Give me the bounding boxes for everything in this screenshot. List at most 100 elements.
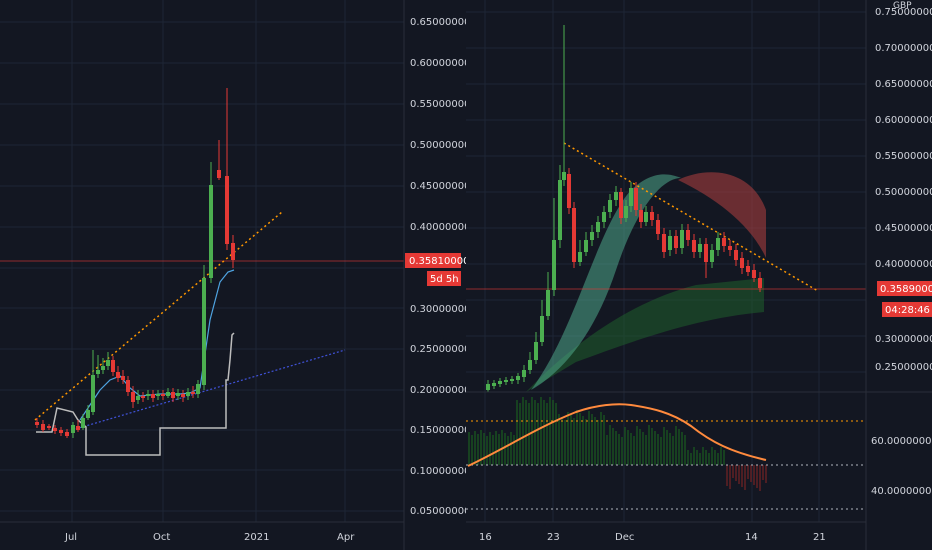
histogram-bar xyxy=(672,436,674,465)
candle-body xyxy=(680,230,684,248)
histogram-bar xyxy=(585,419,587,465)
histogram-bar xyxy=(606,435,608,465)
oscillator-line xyxy=(467,403,767,467)
histogram-bar xyxy=(621,437,623,465)
candle-body xyxy=(698,244,702,252)
candle-body xyxy=(656,220,660,234)
candle-body xyxy=(722,238,726,246)
price-label: 0.40000000 xyxy=(875,259,932,270)
candle-body xyxy=(161,394,165,396)
orange-dotted-trendline[interactable] xyxy=(34,211,283,421)
candle-body xyxy=(540,316,544,342)
candle-body xyxy=(686,230,690,240)
histogram-bar xyxy=(576,410,578,465)
candle-body xyxy=(156,394,160,396)
histogram-bar xyxy=(549,397,551,465)
candle-body xyxy=(728,246,732,250)
candle-body xyxy=(516,376,520,380)
blue-dotted-trendline[interactable] xyxy=(71,349,346,431)
histogram-bar xyxy=(594,417,596,465)
time-label: Jul xyxy=(64,532,77,543)
candle-body xyxy=(590,232,594,240)
candle-body xyxy=(209,185,213,278)
histogram-bar xyxy=(504,433,506,465)
candle-body xyxy=(716,238,720,250)
histogram-bar xyxy=(495,431,497,465)
time-label: Apr xyxy=(337,532,355,543)
histogram-bar xyxy=(642,432,644,465)
histogram-bar xyxy=(750,465,752,482)
candle-body xyxy=(59,430,63,433)
candle-body xyxy=(166,392,170,396)
time-label: 16 xyxy=(479,532,492,543)
indicator-label: 40.00000000 xyxy=(871,486,932,497)
price-label: 0.50000000 xyxy=(875,187,932,198)
candle-body xyxy=(186,392,190,396)
time-label: 14 xyxy=(745,532,758,543)
left-time-axis: Jul Oct 2021 Apr xyxy=(0,521,404,543)
histogram-bar xyxy=(726,465,728,486)
histogram-bar xyxy=(762,465,764,480)
histogram-bar xyxy=(552,400,554,465)
histogram-bar xyxy=(633,436,635,465)
histogram-bar xyxy=(723,450,725,465)
candle-body xyxy=(510,379,514,381)
candle-body xyxy=(486,384,490,390)
candle-body xyxy=(96,370,100,374)
histogram-bar xyxy=(651,428,653,465)
candle-body xyxy=(116,372,120,378)
histogram-bar xyxy=(732,465,734,478)
candle-body xyxy=(710,250,714,262)
candle-body xyxy=(76,426,80,430)
price-label: 0.40000000 xyxy=(410,222,466,233)
histogram-bar xyxy=(744,465,746,490)
histogram-bar xyxy=(474,431,476,465)
price-label: 0.60000000 xyxy=(875,115,932,126)
candle-body xyxy=(91,375,95,412)
histogram-bar xyxy=(540,397,542,465)
histogram-bar xyxy=(543,400,545,465)
histogram-bar xyxy=(699,453,701,465)
histogram-bar xyxy=(654,431,656,465)
histogram-bar xyxy=(687,450,689,465)
time-label: 21 xyxy=(813,532,826,543)
candle-body xyxy=(752,270,756,278)
candle-body xyxy=(572,208,576,262)
time-label: Oct xyxy=(153,532,170,543)
histogram-bar xyxy=(519,403,521,465)
candle-body xyxy=(191,392,195,394)
candle-body xyxy=(41,424,45,430)
histogram-bar xyxy=(579,413,581,465)
price-label: 0.55000000 xyxy=(410,99,466,110)
histogram-bar xyxy=(624,427,626,465)
candle-body xyxy=(225,176,229,244)
svg-text:5d 5h: 5d 5h xyxy=(430,274,459,285)
histogram-bar xyxy=(507,436,509,465)
daily-chart-panel[interactable]: 0.75000000 0.70000000 0.65000000 0.60000… xyxy=(466,0,932,550)
indicator-label: 60.00000000 xyxy=(871,436,932,447)
candle-body xyxy=(176,393,180,396)
orange-dotted-trendline[interactable] xyxy=(563,142,819,292)
histogram-bar xyxy=(468,432,470,465)
candle-body xyxy=(644,212,648,222)
candle-body xyxy=(86,410,90,418)
cloud-red xyxy=(678,172,766,258)
histogram-bar xyxy=(558,414,560,465)
histogram-bar xyxy=(663,427,665,465)
price-label: 0.65000000 xyxy=(875,79,932,90)
histogram-bar xyxy=(735,465,737,481)
candle-body xyxy=(639,210,643,222)
histogram-bar xyxy=(666,430,668,465)
histogram-bar xyxy=(696,450,698,465)
histogram-bar xyxy=(573,418,575,465)
price-label: 0.25000000 xyxy=(875,362,932,373)
price-label: 0.60000000 xyxy=(410,58,466,69)
histogram-bar xyxy=(546,403,548,465)
histogram-bar xyxy=(630,433,632,465)
right-time-axis: 16 23 Dec 14 21 xyxy=(466,521,866,543)
histogram-bar xyxy=(714,450,716,465)
price-label: 0.45000000 xyxy=(410,181,466,192)
weekly-chart-panel[interactable]: 0.65000000 0.60000000 0.55000000 0.50000… xyxy=(0,0,466,550)
histogram-bar xyxy=(669,433,671,465)
